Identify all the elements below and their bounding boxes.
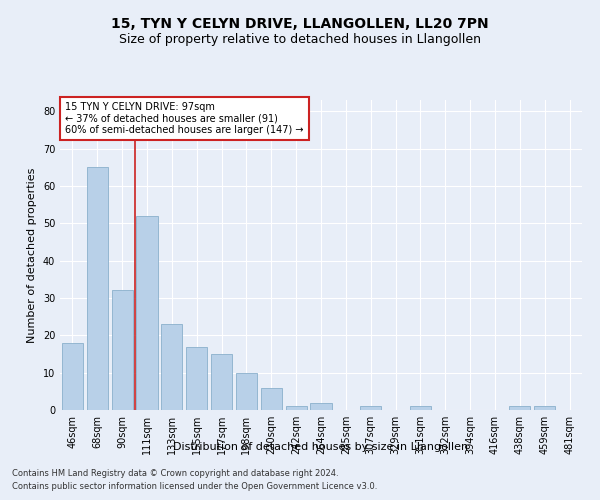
Y-axis label: Number of detached properties: Number of detached properties xyxy=(27,168,37,342)
Text: 15 TYN Y CELYN DRIVE: 97sqm
← 37% of detached houses are smaller (91)
60% of sem: 15 TYN Y CELYN DRIVE: 97sqm ← 37% of det… xyxy=(65,102,304,134)
Bar xyxy=(261,388,282,410)
Text: Contains HM Land Registry data © Crown copyright and database right 2024.: Contains HM Land Registry data © Crown c… xyxy=(12,468,338,477)
Bar xyxy=(310,402,332,410)
Bar xyxy=(360,406,381,410)
Bar xyxy=(236,372,257,410)
Bar xyxy=(136,216,158,410)
Bar xyxy=(186,346,207,410)
Text: 15, TYN Y CELYN DRIVE, LLANGOLLEN, LL20 7PN: 15, TYN Y CELYN DRIVE, LLANGOLLEN, LL20 … xyxy=(111,18,489,32)
Bar xyxy=(534,406,555,410)
Text: Distribution of detached houses by size in Llangollen: Distribution of detached houses by size … xyxy=(173,442,469,452)
Bar xyxy=(410,406,431,410)
Bar xyxy=(286,406,307,410)
Text: Size of property relative to detached houses in Llangollen: Size of property relative to detached ho… xyxy=(119,32,481,46)
Bar xyxy=(112,290,133,410)
Bar xyxy=(62,343,83,410)
Bar xyxy=(211,354,232,410)
Bar xyxy=(87,167,108,410)
Bar xyxy=(509,406,530,410)
Bar xyxy=(161,324,182,410)
Text: Contains public sector information licensed under the Open Government Licence v3: Contains public sector information licen… xyxy=(12,482,377,491)
